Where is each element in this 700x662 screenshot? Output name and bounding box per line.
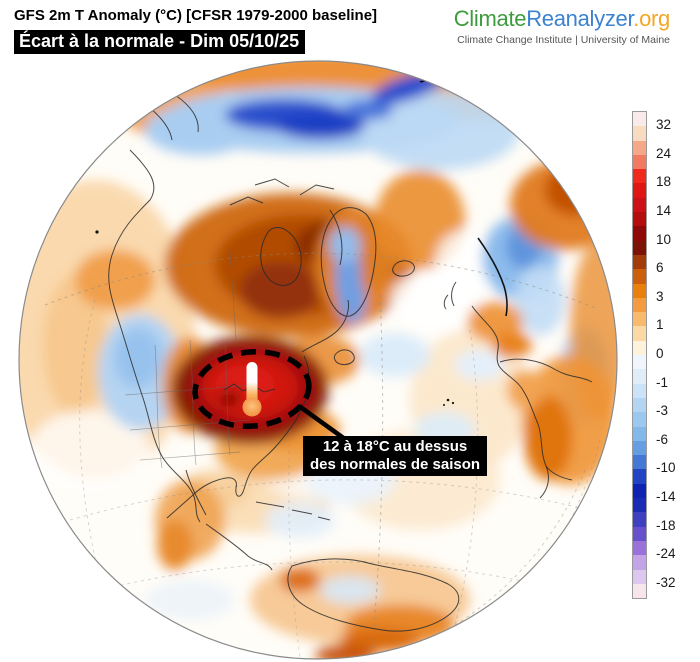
colorbar-segment <box>633 297 646 313</box>
colorbar-segment <box>633 326 646 341</box>
date-badge: Écart à la normale - Dim 05/10/25 <box>14 30 306 54</box>
colorbar-segment <box>633 283 646 298</box>
colorbar-segment <box>633 355 646 370</box>
thermometer-icon <box>242 362 262 417</box>
colorbar-segment <box>633 269 646 284</box>
colorbar-segment <box>633 383 646 398</box>
page-title: GFS 2m T Anomaly (°C) [CFSR 1979-2000 ba… <box>14 7 378 24</box>
graticule-lines <box>44 252 601 659</box>
colorbar-segment <box>633 412 646 427</box>
colorbar-segment <box>633 312 646 327</box>
logo-word-org: .org <box>633 6 670 31</box>
colorbar-segment <box>633 126 646 141</box>
colorbar-segment <box>633 455 646 470</box>
colorbar-segment <box>633 397 646 413</box>
climate-reanalyzer-logo[interactable]: ClimateReanalyzer.org Climate Change Ins… <box>453 6 671 46</box>
logo-tagline: Climate Change Institute | University of… <box>457 34 670 46</box>
colorbar-segment <box>633 169 646 184</box>
colorbar-segment <box>633 226 646 241</box>
colorbar-segment <box>633 254 646 270</box>
logo-word-reanalyzer: Reanalyzer <box>526 6 634 31</box>
colorbar-segment <box>633 340 646 356</box>
colorbar-segment <box>633 469 646 484</box>
colorbar-segment <box>633 512 646 527</box>
annotation-dashed-ellipse <box>192 349 312 429</box>
colorbar-segment <box>633 540 646 556</box>
annotation-label-line2: des normales de saison <box>310 456 481 473</box>
colorbar-segment <box>633 212 646 227</box>
colorbar-segment <box>633 555 646 570</box>
logo-wordmark[interactable]: ClimateReanalyzer.org <box>453 6 671 32</box>
annotation-label: 12 à 18°C au dessus des normales de sais… <box>303 436 488 476</box>
colorbar-segment <box>633 240 646 255</box>
colorbar-segment <box>633 583 646 599</box>
colorbar-segment <box>633 426 646 441</box>
colorbar-segment <box>633 483 646 499</box>
colorbar-segment <box>633 154 646 170</box>
colorbar-segment <box>633 440 646 456</box>
annotation-label-line1: 12 à 18°C au dessus <box>322 438 468 455</box>
colorbar-segments <box>632 111 647 599</box>
colorbar-segment <box>633 369 646 384</box>
colorbar-segment <box>633 183 646 198</box>
colorbar-segment <box>633 569 646 584</box>
colorbar-segment <box>633 197 646 213</box>
colorbar-segment <box>633 526 646 541</box>
logo-word-climate: Climate <box>453 6 527 31</box>
globe-outline <box>18 60 618 660</box>
colorbar-segment <box>633 112 646 127</box>
globe-clip-group <box>19 61 617 659</box>
colorbar-segment <box>633 140 646 155</box>
colorbar-segment <box>633 498 646 513</box>
